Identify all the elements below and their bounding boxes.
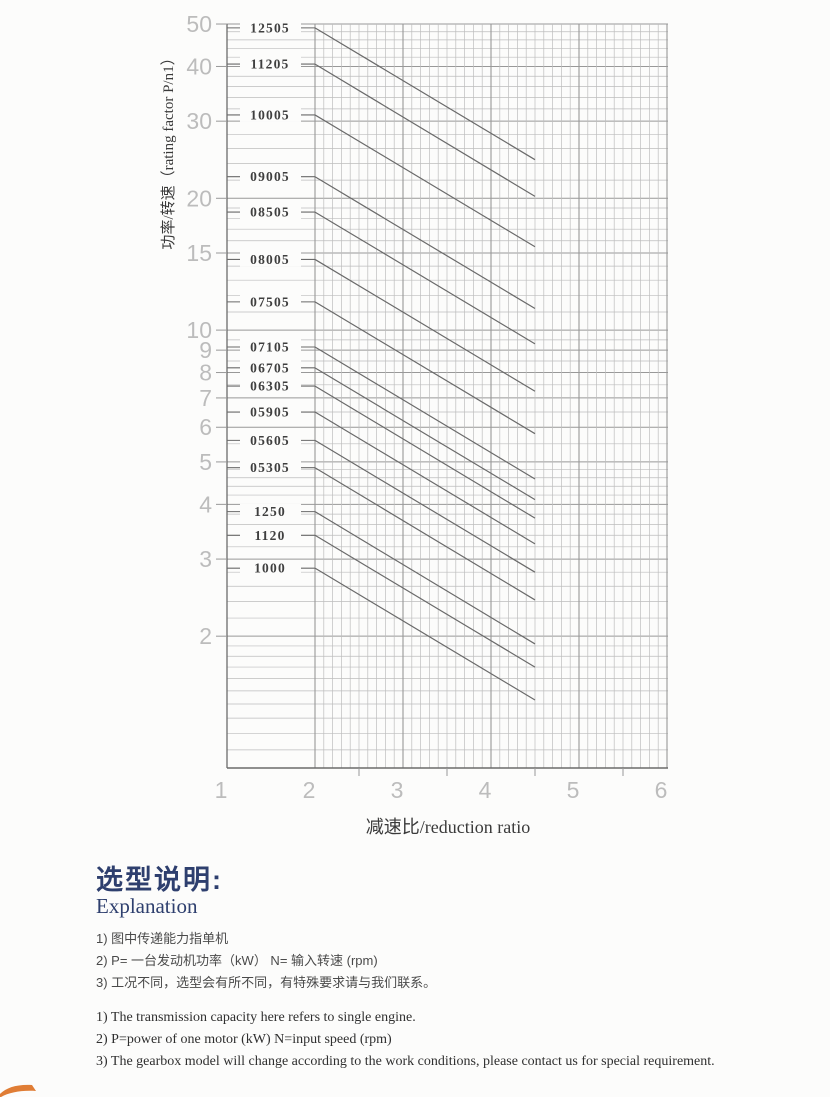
series-line-06305 [314,385,536,519]
series-label-bg [240,56,301,72]
notes-zh: 1) 图中传递能力指单机 2) P= 一台发动机功率（kW） N= 输入转速 (… [96,928,436,994]
series-label-07105: 07105 [250,339,290,354]
series-label-bg [240,359,301,375]
y-axis-title: 功率/转速（rating factor P/n1） [160,50,177,249]
y-tick-label-7: 7 [199,385,212,411]
series-line-12505 [314,27,536,161]
series-label-1000: 1000 [254,561,286,576]
x-tick-label-2: 2 [303,777,316,803]
y-tick-label-10: 10 [186,317,212,343]
series-line-08505 [314,211,536,345]
series-line-11205 [314,63,536,197]
y-tick-label-20: 20 [186,185,212,211]
series-label-bg [240,251,301,267]
series-label-09005: 09005 [250,169,290,184]
series-label-05605: 05605 [250,433,290,448]
series-line-06705 [314,367,536,501]
series-label-1120: 1120 [254,528,285,543]
y-tick-label-30: 30 [186,108,212,134]
series-line-07505 [314,301,536,435]
section-heading-zh: 选型说明: [96,865,223,895]
series-label-bg [240,293,301,309]
note-zh-3: 3) 工况不同，选型会有所不同，有特殊要求请与我们联系。 [96,975,437,990]
series-line-08005 [314,258,536,392]
series-label-bg [240,560,301,576]
series-label-07505: 07505 [250,294,290,309]
series-line-1120 [314,534,536,668]
x-tick-label-5: 5 [567,777,580,803]
y-tick-label-2: 2 [199,623,212,649]
series-line-09005 [314,176,536,310]
series-label-06705: 06705 [250,360,290,375]
note-en-1: 1) The transmission capacity here refers… [96,1010,416,1025]
series-label-bg [240,19,301,35]
series-label-bg [240,527,301,543]
series-label-08505: 08505 [250,205,290,220]
note-zh-2: 2) P= 一台发动机功率（kW） N= 输入转速 (rpm) [96,953,378,968]
series-label-bg [240,168,301,184]
y-tick-label-6: 6 [199,414,212,440]
series-label-bg [240,404,301,420]
x-tick-label-6: 6 [655,777,668,803]
orange-swoosh-icon [0,1084,36,1097]
series-label-11205: 11205 [250,57,289,72]
series-label-12505: 12505 [250,20,290,35]
series-label-bg [240,204,301,220]
x-tick-label-1: 1 [215,777,228,803]
series-label-bg [240,503,301,519]
note-zh-1: 1) 图中传递能力指单机 [96,931,229,946]
series-label-bg [240,432,301,448]
y-tick-label-40: 40 [186,53,212,79]
series-label-06305: 06305 [250,379,290,394]
y-tick-label-15: 15 [186,240,212,266]
series-label-05305: 05305 [250,460,290,475]
y-tick-label-4: 4 [199,491,212,517]
series-line-1250 [314,511,536,645]
series-label-bg [240,106,301,122]
x-tick-label-3: 3 [391,777,404,803]
y-tick-label-50: 50 [186,11,212,37]
series-label-1250: 1250 [254,504,286,519]
series-line-05905 [314,411,536,545]
y-tick-label-5: 5 [199,449,212,475]
series-label-bg [240,459,301,475]
series-line-05305 [314,467,536,601]
series-label-05905: 05905 [250,405,290,420]
series-line-10005 [314,114,536,248]
x-tick-label-4: 4 [479,777,492,803]
series-label-bg [240,338,301,354]
series-label-10005: 10005 [250,107,290,122]
section-heading-en: Explanation [96,894,198,918]
series-label-08005: 08005 [250,252,290,267]
page-corner-decoration [0,1083,38,1097]
series-line-07105 [314,346,536,480]
notes-en: 1) The transmission capacity here refers… [96,1007,715,1073]
note-en-3: 3) The gearbox model will change accordi… [96,1054,715,1069]
series-line-05605 [314,439,536,573]
note-en-2: 2) P=power of one motor (kW) N=input spe… [96,1032,392,1047]
series-line-1000 [314,567,536,701]
x-axis-title: 减速比/reduction ratio [366,817,530,837]
y-tick-label-8: 8 [199,360,212,386]
series-label-bg [240,378,301,394]
y-tick-label-9: 9 [199,337,212,363]
y-tick-label-3: 3 [199,546,212,572]
